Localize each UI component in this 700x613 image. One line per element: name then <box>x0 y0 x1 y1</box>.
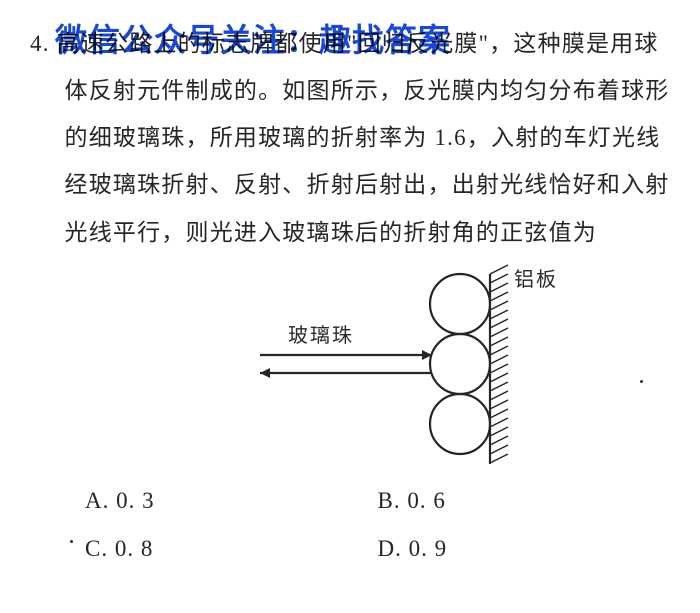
watermark-text: 微信公众号关注：趣找答案 <box>55 15 451 61</box>
svg-text:铝板: 铝板 <box>514 268 558 291</box>
diagram-zone: 玻璃珠 铝板 <box>30 264 670 484</box>
choice-b: B. 0. 6 <box>378 488 671 514</box>
speck <box>640 380 643 383</box>
diagram-svg: 玻璃珠 铝板 <box>230 264 570 484</box>
answer-choices: A. 0. 3 B. 0. 6 C. 0. 8 D. 0. 9 <box>30 484 670 562</box>
choice-d: D. 0. 9 <box>378 536 671 562</box>
speck <box>70 540 73 543</box>
svg-text:玻璃珠: 玻璃珠 <box>288 324 354 347</box>
choice-c: C. 0. 8 <box>85 536 378 562</box>
choice-a: A. 0. 3 <box>85 488 378 514</box>
question-container: 微信公众号关注：趣找答案 4. 高速公路上的标志牌都使用"回归反光膜"，这种膜是… <box>0 0 700 572</box>
